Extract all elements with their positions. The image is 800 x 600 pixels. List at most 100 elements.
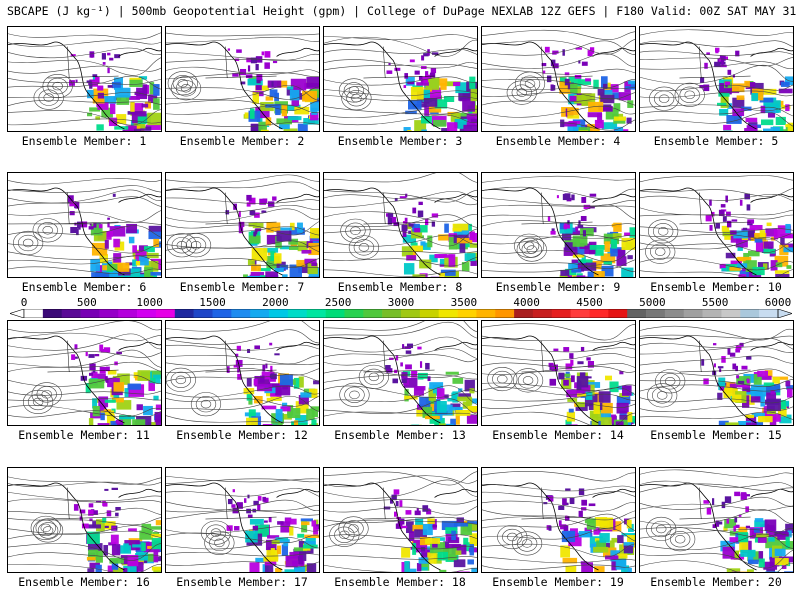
colorbar-swatch: [401, 309, 421, 318]
colorbar-tick-label: 6000: [764, 296, 792, 309]
ensemble-member-map: [165, 172, 320, 278]
colorbar-swatch: [382, 309, 402, 318]
cape-height-map: [324, 34, 477, 131]
cape-height-map: [8, 178, 161, 277]
cape-height-map: [324, 173, 477, 277]
colorbar-swatch: [457, 309, 477, 318]
ensemble-member-map: [165, 320, 320, 426]
ensemble-member-map: [639, 172, 794, 278]
colorbar-tick-label: 5500: [701, 296, 729, 309]
colorbar-max-arrow: [777, 309, 792, 318]
colorbar-swatch: [137, 309, 157, 318]
ensemble-member-label: Ensemble Member: 16: [18, 575, 150, 589]
colorbar-tick-label: 1000: [136, 296, 163, 309]
ensemble-member-map: [7, 172, 162, 278]
colorbar-swatch: [419, 309, 439, 318]
cape-height-map: [640, 325, 793, 425]
colorbar-swatch: [570, 309, 590, 318]
ensemble-member-label: Ensemble Member: 1: [21, 134, 147, 148]
ensemble-member-map: [7, 26, 162, 132]
ensemble-member-label: Ensemble Member: 18: [334, 575, 466, 589]
ensemble-member-label: Ensemble Member: 11: [18, 428, 150, 442]
colorbar-legend: 0 500 1000 1500 2000 2500 3000 3500 4000 4500 5000…: [10, 296, 792, 320]
ensemble-member-map: [165, 467, 320, 573]
colorbar-swatch: [721, 309, 741, 318]
colorbar-swatch: [589, 309, 609, 318]
colorbar-tick-label: 5000: [639, 296, 666, 309]
ensemble-member-map: [323, 26, 478, 132]
colorbar-swatch: [250, 309, 270, 318]
colorbar-tick-label: 2500: [324, 296, 352, 309]
colorbar-swatch: [759, 309, 779, 318]
ensemble-member-label: Ensemble Member: 14: [492, 428, 624, 442]
ensemble-member-label: Ensemble Member: 3: [337, 134, 463, 148]
colorbar-swatch: [344, 309, 364, 318]
colorbar-swatch: [495, 309, 515, 318]
ensemble-member-label: Ensemble Member: 9: [495, 280, 621, 294]
colorbar-swatch: [99, 309, 119, 318]
colorbar-swatch: [155, 309, 176, 318]
colorbar-swatch: [80, 309, 100, 318]
colorbar-swatch: [740, 309, 760, 318]
ensemble-member-label: Ensemble Member: 19: [492, 575, 624, 589]
cape-height-map: [482, 29, 635, 131]
ensemble-member-label: Ensemble Member: 12: [176, 428, 308, 442]
cape-height-map: [324, 471, 477, 572]
ensemble-member-map: [639, 26, 794, 132]
colorbar-swatch: [683, 309, 703, 318]
colorbar-swatch: [627, 309, 647, 318]
colorbar-swatch: [61, 309, 81, 318]
colorbar-tick-label: 4000: [513, 296, 540, 309]
ensemble-member-label: Ensemble Member: 13: [334, 428, 466, 442]
cape-height-map: [482, 470, 635, 572]
colorbar-swatch: [664, 309, 685, 318]
colorbar-swatch: [646, 309, 666, 318]
ensemble-member-map: [165, 26, 320, 132]
ensemble-member-map: [7, 320, 162, 426]
ensemble-member-label: Ensemble Member: 5: [653, 134, 779, 148]
colorbar-tick-label: 3500: [450, 296, 478, 309]
ensemble-member-map: [323, 172, 478, 278]
ensemble-member-label: Ensemble Member: 15: [650, 428, 782, 442]
colorbar-min-arrow: [10, 309, 25, 318]
ensemble-member-map: [481, 320, 636, 426]
colorbar-tick-label: 4500: [576, 296, 603, 309]
ensemble-member-map: [323, 320, 478, 426]
colorbar-swatch: [118, 309, 138, 318]
ensemble-member-map: [639, 320, 794, 426]
colorbar-swatch: [306, 309, 326, 318]
colorbar-tick-label: 0: [20, 296, 28, 309]
colorbar-swatch: [608, 309, 628, 318]
ensemble-member-label: Ensemble Member: 4: [495, 134, 621, 148]
cape-height-map: [324, 321, 477, 425]
colorbar-swatch: [325, 309, 345, 318]
colorbar-swatch: [269, 309, 289, 318]
cape-height-map: [8, 321, 161, 425]
colorbar-tick-label: 1500: [199, 296, 226, 309]
ensemble-member-map: [481, 172, 636, 278]
ensemble-member-map: [639, 467, 794, 573]
colorbar-tick-label: 3000: [387, 296, 415, 309]
ensemble-member-map: [481, 26, 636, 132]
ensemble-member-label: Ensemble Member: 7: [179, 280, 305, 294]
cape-height-map: [482, 323, 635, 425]
colorbar-swatch: [551, 309, 571, 318]
colorbar-swatch: [514, 309, 534, 318]
colorbar-tick-label: 2000: [262, 296, 289, 309]
cape-height-map: [640, 29, 793, 131]
colorbar-swatch: [476, 309, 496, 318]
cape-height-map: [166, 475, 319, 572]
colorbar-swatch: [287, 309, 308, 318]
cape-height-map: [482, 175, 635, 277]
colorbar: [10, 309, 792, 318]
ensemble-member-label: Ensemble Member: 8: [337, 280, 463, 294]
cape-height-map: [166, 32, 319, 131]
cape-height-map: [640, 469, 793, 572]
colorbar-tick-label: 500: [76, 296, 97, 309]
ensemble-member-map: [7, 467, 162, 573]
ensemble-member-map: [481, 467, 636, 573]
cape-height-map: [8, 32, 161, 131]
ensemble-member-map: [323, 467, 478, 573]
cape-height-map: [640, 175, 793, 277]
colorbar-swatch: [438, 309, 458, 318]
